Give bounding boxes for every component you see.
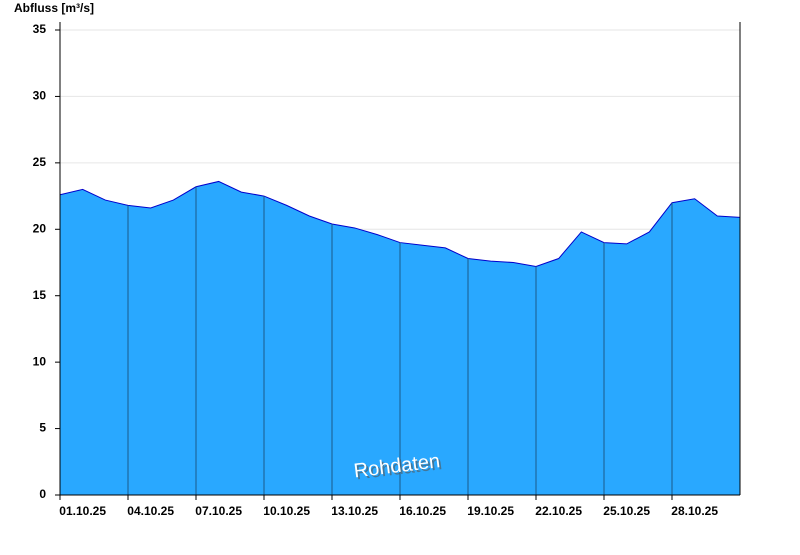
x-tick-label: 28.10.25 bbox=[671, 504, 718, 518]
y-tick-label: 35 bbox=[33, 22, 47, 36]
y-tick-label: 10 bbox=[33, 354, 47, 368]
y-tick-label: 15 bbox=[33, 288, 47, 302]
y-tick-label: 5 bbox=[39, 421, 46, 435]
y-tick-label: 20 bbox=[33, 221, 47, 235]
x-tick-label: 22.10.25 bbox=[535, 504, 582, 518]
x-tick-label: 01.10.25 bbox=[59, 504, 106, 518]
line bbox=[59, 180, 741, 268]
x-tick-label: 19.10.25 bbox=[467, 504, 514, 518]
y-tick-label: 25 bbox=[33, 155, 47, 169]
y-tick-label: 0 bbox=[39, 487, 46, 501]
x-tick-label: 16.10.25 bbox=[399, 504, 446, 518]
y-tick-label: 30 bbox=[33, 89, 47, 103]
x-tick-label: 10.10.25 bbox=[263, 504, 310, 518]
y-axis-label: Abfluss [m³/s] bbox=[14, 1, 94, 15]
x-tick-label: 13.10.25 bbox=[331, 504, 378, 518]
x-tick-label: 07.10.25 bbox=[195, 504, 242, 518]
x-tick-label: 25.10.25 bbox=[603, 504, 650, 518]
x-tick-label: 04.10.25 bbox=[127, 504, 174, 518]
